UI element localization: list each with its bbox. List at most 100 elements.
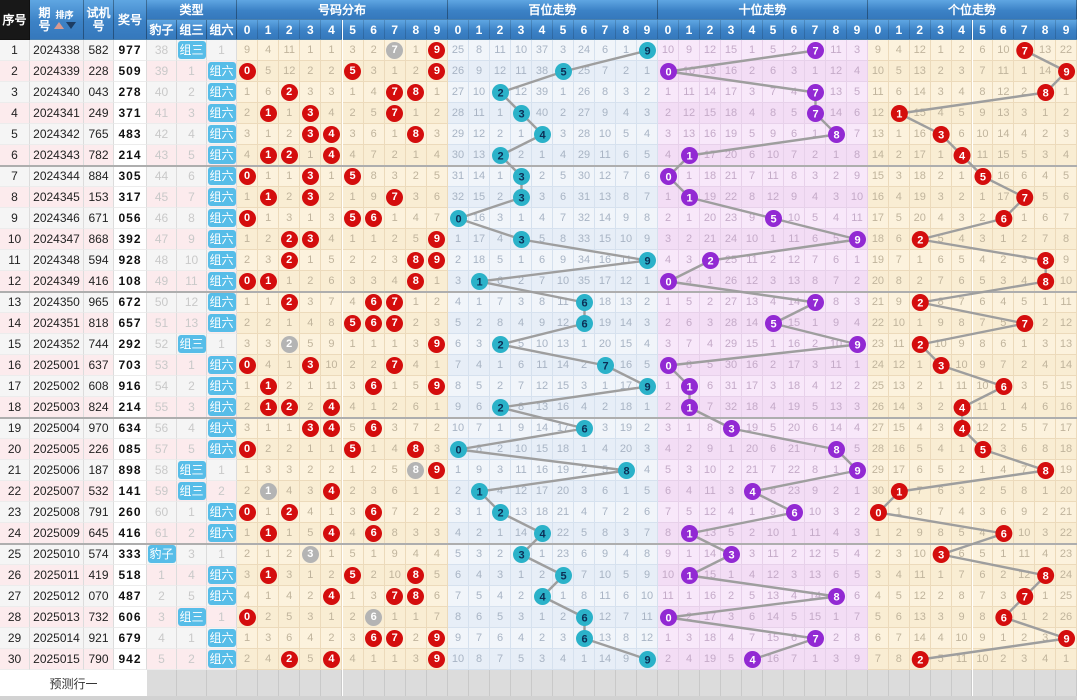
ge-cell: 1 [930,40,952,61]
shi-cell: 18 [784,376,805,397]
type-cell-豹子: 53 [147,355,177,376]
ge-cell [1035,271,1057,292]
seq-cell: 27 [0,586,30,607]
seq-cell: 18 [0,397,30,418]
ge-cell [951,418,973,439]
bai-cell: 1 [637,271,658,292]
shi-cell: 8 [847,628,868,649]
dist-cell: 1 [405,40,427,61]
dist-cell: 1 [342,586,364,607]
shi-cell: 1 [742,40,763,61]
ge-cell: 8 [951,313,973,334]
dist-cell: 3 [426,313,448,334]
ge-cell: 27 [868,418,889,439]
test-number-cell: 416 [84,271,114,292]
shi-cell: 2 [784,544,805,565]
prize-digit-circle: 1 [259,104,277,122]
shi-cell: 3 [679,250,700,271]
bai-cell: 10 [553,271,574,292]
ge-cell: 11 [951,649,973,670]
dist-cell: 3 [426,439,448,460]
ge-cell: 19 [909,187,931,208]
ge-cell: 3 [930,607,952,628]
ge-cell: 13 [888,376,910,397]
shi-cell [721,544,742,565]
header-digit-ge-9: 9 [1056,20,1077,40]
dist-cell: 3 [300,607,322,628]
prize-digit-circle: 4 [322,482,340,500]
ge-cell: 9 [868,40,889,61]
ge-cell: 16 [888,439,910,460]
dist-cell: 4 [321,397,343,418]
dist-cell: 1 [384,124,406,145]
ge-cell: 1 [930,376,952,397]
dist-cell: 3 [300,418,322,439]
bai-cell: 5 [637,355,658,376]
dist-cell: 4 [426,544,448,565]
header-digit-bai-9: 9 [637,20,658,40]
bai-cell: 1 [490,355,511,376]
shi-cell: 8 [763,481,784,502]
prize-digit-circle: 6 [365,503,383,521]
ge-cell: 2 [930,166,952,187]
sort-asc-icon[interactable] [53,21,64,29]
dist-cell: 9 [237,40,259,61]
dist-cell: 3 [258,628,280,649]
dist-cell: 2 [342,250,364,271]
test-number-cell: 153 [84,187,114,208]
test-number-cell: 070 [84,586,114,607]
dist-cell: 4 [258,355,280,376]
shi-cell: 4 [742,565,763,586]
dist-cell: 4 [342,649,364,670]
test-number-cell: 824 [84,397,114,418]
prediction-cell [207,670,237,696]
type-cell-豹子: 50 [147,292,177,313]
dist-cell: 2 [258,607,280,628]
dist-cell: 7 [426,607,448,628]
type-cell-组六: 组六 [207,208,237,229]
bai-cell: 9 [469,61,490,82]
ge-cell: 23 [868,334,889,355]
dist-cell: 1 [258,103,280,124]
bai-cell: 12 [637,628,658,649]
ge-cell: 7 [972,586,994,607]
ge-cell: 8 [888,649,910,670]
ge-cell: 15 [888,418,910,439]
bai-cell: 2 [616,502,637,523]
header-digit-bai-4: 4 [532,20,553,40]
bai-cell: 34 [574,250,595,271]
ge-cell: 4 [888,565,910,586]
bai-cell: 1 [595,376,616,397]
bai-cell: 8 [448,607,469,628]
ge-cell: 6 [930,250,952,271]
header-type: 类型 [147,0,237,20]
seq-cell: 14 [0,313,30,334]
dist-cell: 0 [237,355,259,376]
bai-cell: 6 [637,166,658,187]
bai-cell: 1 [616,481,637,502]
header-digit-bai-1: 1 [469,20,490,40]
bai-cell [637,376,658,397]
bai-cell: 7 [448,355,469,376]
dist-cell: 2 [279,145,301,166]
bai-cell: 1 [490,103,511,124]
prediction-cell [342,670,364,696]
shi-cell: 9 [847,649,868,670]
bai-cell: 13 [595,187,616,208]
dist-cell: 1 [342,229,364,250]
shi-cell: 2 [658,103,679,124]
shi-cell: 27 [721,292,742,313]
header-digit-bai-7: 7 [595,20,616,40]
shi-cell: 1 [679,166,700,187]
type-cell-豹子: 38 [147,40,177,61]
prize-digit-circle: 3 [301,188,319,206]
sort-desc-icon[interactable] [65,21,76,29]
dist-cell: 1 [405,145,427,166]
dist-cell: 2 [300,61,322,82]
bai-cell: 10 [511,40,532,61]
prize-number-cell: 085 [114,439,147,460]
dist-cell: 1 [342,187,364,208]
prize-number-cell: 108 [114,271,147,292]
prize-digit-circle: 4 [322,650,340,668]
prize-digit-circle: 9 [428,650,446,668]
